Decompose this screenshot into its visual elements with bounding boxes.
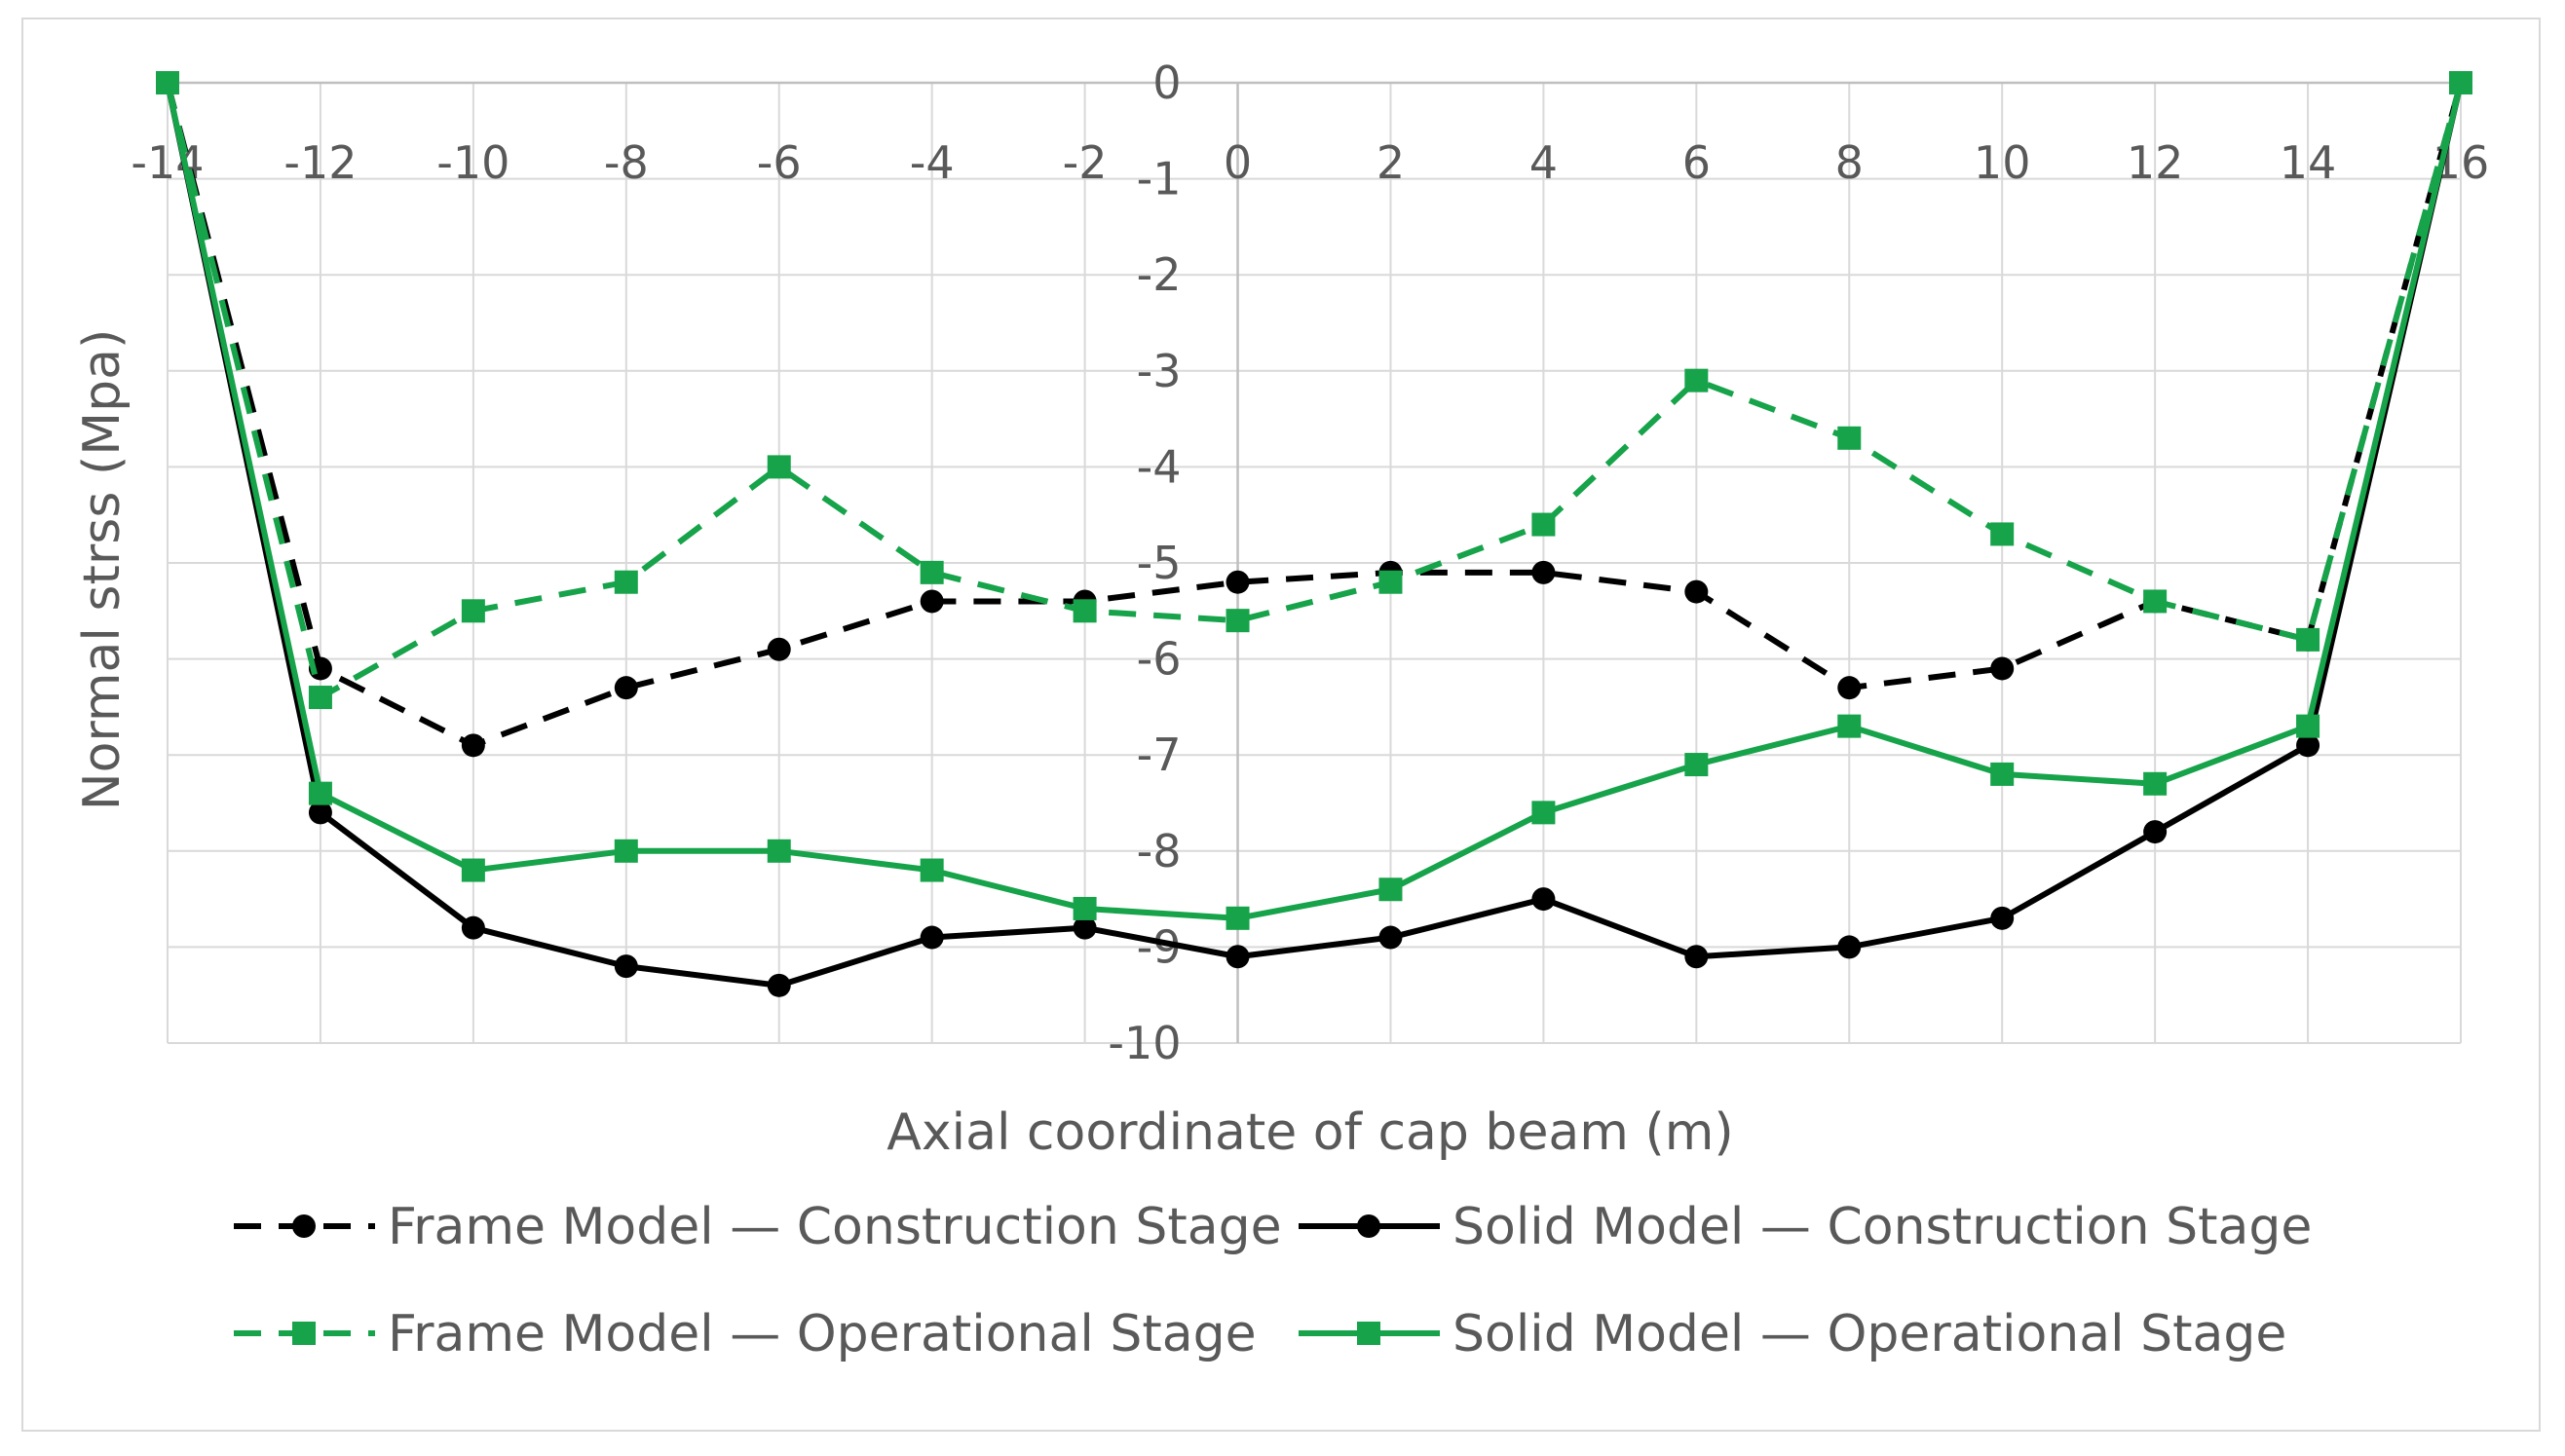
data-point [1378, 925, 1403, 950]
data-point [1073, 896, 1097, 920]
y-tick-label: -6 [1137, 633, 1182, 686]
data-point [614, 839, 638, 863]
data-point [920, 858, 944, 882]
data-point [1684, 945, 1709, 969]
data-point [2143, 820, 2168, 844]
data-point [1378, 570, 1403, 594]
data-point [308, 781, 332, 805]
gridlines [167, 82, 2462, 1044]
legend-swatch-marker [1357, 1214, 1380, 1238]
data-point [1226, 609, 1250, 633]
series-line [165, 82, 2464, 749]
legend-label: Frame Model — Operational Stage [388, 1305, 1257, 1363]
y-tick-label: -10 [1108, 1017, 1181, 1069]
data-point [1990, 656, 2015, 681]
series-line [165, 82, 2464, 701]
data-point [1837, 935, 1862, 959]
legend-swatch-marker [1357, 1322, 1380, 1345]
x-tick-label: 0 [1224, 136, 1252, 189]
data-point [1073, 915, 1097, 940]
data-point [1226, 945, 1250, 969]
y-tick-label: -2 [1137, 248, 1182, 301]
data-point [156, 71, 179, 94]
legend: Frame Model — Construction Stage Solid Mo… [234, 1198, 2312, 1363]
y-tick-label: -3 [1137, 345, 1182, 397]
x-tick-label: 4 [1529, 136, 1558, 189]
data-point [1531, 887, 1556, 912]
x-tick-label: 2 [1377, 136, 1405, 189]
x-tick-label: 6 [1682, 136, 1711, 189]
data-point [1837, 714, 1862, 738]
axes [168, 81, 2461, 1043]
data-point [1226, 906, 1250, 930]
data-point [920, 589, 944, 614]
data-point [461, 858, 485, 882]
x-tick-label: -6 [757, 136, 802, 189]
data-point [1990, 762, 2015, 786]
x-tick-label: 8 [1835, 136, 1864, 189]
legend-label: Frame Model — Construction Stage [388, 1198, 1282, 1256]
data-point [767, 637, 791, 661]
data-point [1073, 599, 1097, 623]
series-line [165, 82, 2464, 921]
y-tick-label: -4 [1137, 440, 1182, 493]
series-group [156, 71, 2472, 997]
y-tick-label: -8 [1137, 825, 1182, 877]
series-line [165, 82, 2464, 989]
data-point [461, 599, 485, 623]
data-point [2143, 589, 2168, 614]
data-point [461, 915, 485, 940]
y-tick-label: -7 [1137, 728, 1182, 781]
data-point [2296, 627, 2320, 652]
x-tick-label: -10 [436, 136, 509, 189]
data-point [1684, 579, 1709, 604]
x-tick-label: -12 [283, 136, 357, 189]
x-tick-label: -2 [1063, 136, 1108, 189]
y-tick-label: -1 [1137, 153, 1182, 205]
x-tick-label: -4 [910, 136, 955, 189]
data-point [614, 676, 638, 700]
data-point [2449, 71, 2472, 94]
y-tick-label: 0 [1152, 56, 1181, 109]
x-tick-label: -8 [604, 136, 649, 189]
data-point [1531, 512, 1556, 537]
y-tick-labels: 0-1-2-3-4-5-6-7-8-9-10 [1108, 56, 1181, 1069]
data-point [767, 839, 791, 863]
legend-label: Solid Model — Construction Stage [1452, 1198, 2312, 1256]
data-point [2296, 714, 2320, 738]
legend-label: Solid Model — Operational Stage [1452, 1305, 2286, 1363]
x-tick-labels: -14 -12 -10 -8 -6 -4 -2 0 2 4 6 8 10 12 14 16 [131, 136, 2489, 189]
legend-swatch-marker [292, 1322, 316, 1345]
data-point [1684, 753, 1709, 777]
chart-frame [21, 18, 2541, 1432]
data-point [1990, 522, 2015, 546]
data-point [308, 801, 332, 825]
y-axis-title: Normal strss (Mpa) [73, 329, 132, 811]
data-point [767, 973, 791, 997]
data-point [767, 455, 791, 479]
data-point [920, 560, 944, 584]
data-point [614, 570, 638, 594]
data-point [2296, 733, 2320, 758]
data-point [1837, 426, 1862, 450]
data-point [1226, 570, 1250, 594]
x-axis-title: Axial coordinate of cap beam (m) [886, 1103, 1733, 1162]
data-point [2143, 771, 2168, 796]
x-tick-label: 14 [2280, 136, 2337, 189]
legend-swatch-marker [292, 1214, 316, 1238]
data-point [461, 733, 485, 758]
data-point [1531, 801, 1556, 825]
x-tick-label: 12 [2127, 136, 2184, 189]
data-point [1378, 877, 1403, 902]
data-point [614, 954, 638, 979]
data-point [920, 925, 944, 950]
data-point [1990, 906, 2015, 930]
y-tick-label: -5 [1137, 537, 1182, 589]
data-point [1531, 560, 1556, 584]
data-point [1837, 676, 1862, 700]
data-point [1684, 368, 1709, 392]
data-point [308, 686, 332, 710]
x-tick-label: 10 [1974, 136, 2031, 189]
